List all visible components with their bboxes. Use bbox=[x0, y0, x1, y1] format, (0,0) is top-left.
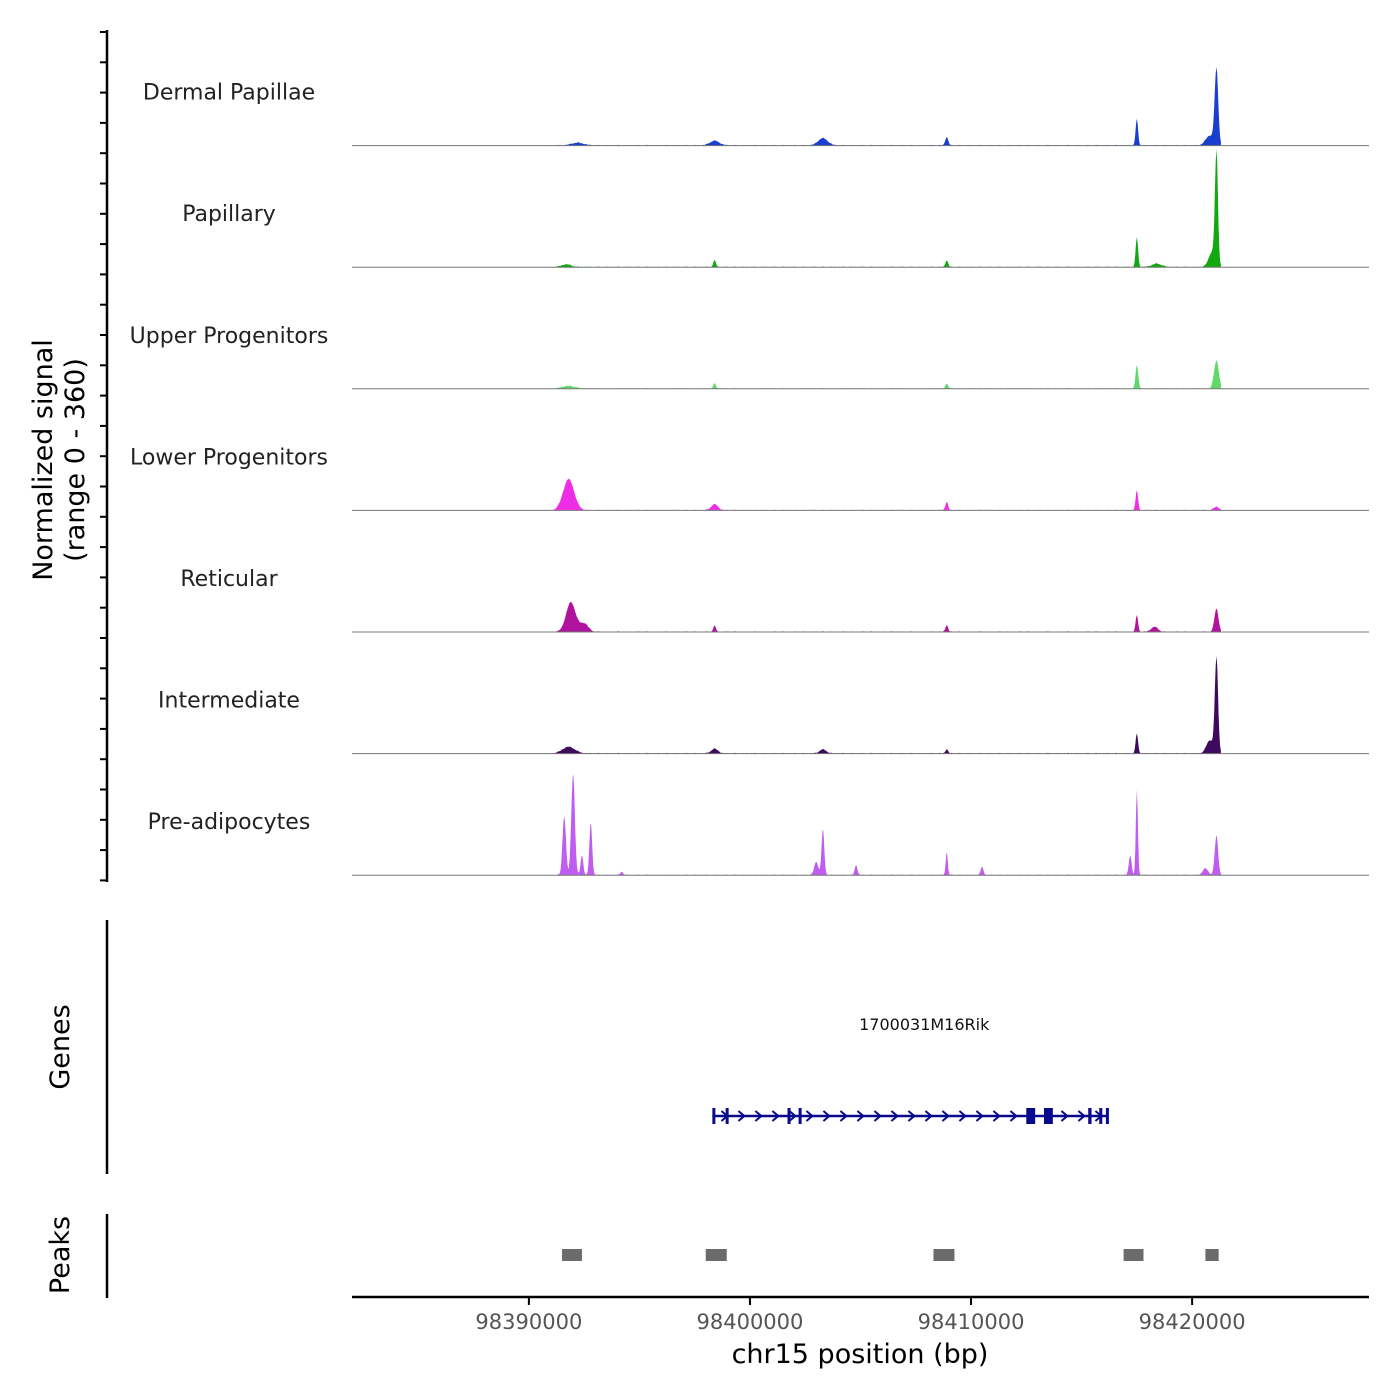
x-axis-title: chr15 position (bp) bbox=[732, 1339, 989, 1370]
track-label: Intermediate bbox=[158, 689, 300, 714]
peak-region bbox=[562, 1249, 582, 1261]
strand-arrow bbox=[1077, 1110, 1086, 1122]
exon bbox=[1044, 1108, 1053, 1124]
coverage-tracks: Dermal Papillae Papillary Upper Progenitor… bbox=[130, 67, 1369, 876]
track-label: Dermal Papillae bbox=[143, 81, 315, 106]
strand-arrow bbox=[754, 1110, 763, 1122]
peaks-panel: Peaks bbox=[45, 1214, 1219, 1298]
strand-arrow bbox=[924, 1110, 933, 1122]
track-2: Papillary bbox=[182, 149, 1369, 268]
exon bbox=[1105, 1108, 1109, 1124]
track-1: Dermal Papillae bbox=[143, 67, 1369, 147]
peak-region bbox=[1123, 1249, 1144, 1261]
gene-name: 1700031M16Rik bbox=[859, 1015, 990, 1034]
signal-area bbox=[551, 360, 1221, 389]
strand-arrow bbox=[771, 1110, 780, 1122]
track-6: Intermediate bbox=[158, 656, 1369, 755]
peak-region bbox=[705, 1249, 727, 1261]
track-5: Reticular bbox=[180, 567, 1369, 633]
track-3: Upper Progenitors bbox=[130, 324, 1369, 390]
strand-arrow bbox=[941, 1110, 950, 1122]
exon bbox=[712, 1108, 716, 1124]
genes-panel-title: Genes bbox=[45, 1004, 76, 1089]
signal-area bbox=[551, 602, 1221, 632]
strand-arrow bbox=[975, 1110, 984, 1122]
signal-area bbox=[551, 67, 1221, 146]
exon bbox=[725, 1108, 729, 1124]
genes-panel: Genes 1700031M16Rik bbox=[45, 920, 1109, 1174]
signal-axis-title: Normalized signal bbox=[28, 339, 59, 581]
exon bbox=[787, 1108, 791, 1124]
strand-arrow bbox=[737, 1110, 746, 1122]
signal-area bbox=[551, 774, 1221, 876]
strand-arrow bbox=[907, 1110, 916, 1122]
strand-arrow bbox=[822, 1110, 831, 1122]
track-label: Pre-adipocytes bbox=[148, 810, 311, 835]
peak-region bbox=[933, 1249, 955, 1261]
x-tick-label: 98400000 bbox=[697, 1310, 804, 1334]
x-tick-label: 98390000 bbox=[475, 1310, 582, 1334]
signal-axis bbox=[100, 30, 109, 882]
x-tick-label: 98410000 bbox=[918, 1310, 1025, 1334]
exon bbox=[798, 1108, 802, 1124]
strand-arrow bbox=[873, 1110, 882, 1122]
signal-area bbox=[551, 656, 1221, 754]
signal-axis-range: (range 0 - 360) bbox=[60, 358, 91, 562]
peak-region bbox=[1205, 1249, 1219, 1261]
strand-arrow bbox=[856, 1110, 865, 1122]
strand-arrow bbox=[958, 1110, 967, 1122]
x-axis: 98390000 98400000 98410000 98420000 bbox=[352, 1295, 1369, 1334]
track-7: Pre-adipocytes bbox=[148, 774, 1369, 876]
exon bbox=[1088, 1108, 1092, 1124]
strand-arrow bbox=[805, 1110, 814, 1122]
track-label: Upper Progenitors bbox=[130, 324, 329, 349]
strand-arrow bbox=[1009, 1110, 1018, 1122]
signal-area bbox=[551, 149, 1221, 268]
strand-arrow bbox=[1060, 1110, 1069, 1122]
exon bbox=[1099, 1108, 1103, 1124]
track-label: Papillary bbox=[182, 202, 276, 227]
strand-arrow bbox=[839, 1110, 848, 1122]
track-label: Reticular bbox=[180, 567, 278, 592]
strand-arrow bbox=[992, 1110, 1001, 1122]
signal-area bbox=[551, 478, 1221, 511]
strand-arrow bbox=[890, 1110, 899, 1122]
track-label: Lower Progenitors bbox=[130, 445, 328, 470]
exon bbox=[1026, 1108, 1036, 1124]
track-4: Lower Progenitors bbox=[130, 445, 1369, 511]
peaks-panel-title: Peaks bbox=[45, 1216, 76, 1294]
strand-arrow bbox=[788, 1110, 797, 1122]
x-tick-label: 98420000 bbox=[1139, 1310, 1246, 1334]
